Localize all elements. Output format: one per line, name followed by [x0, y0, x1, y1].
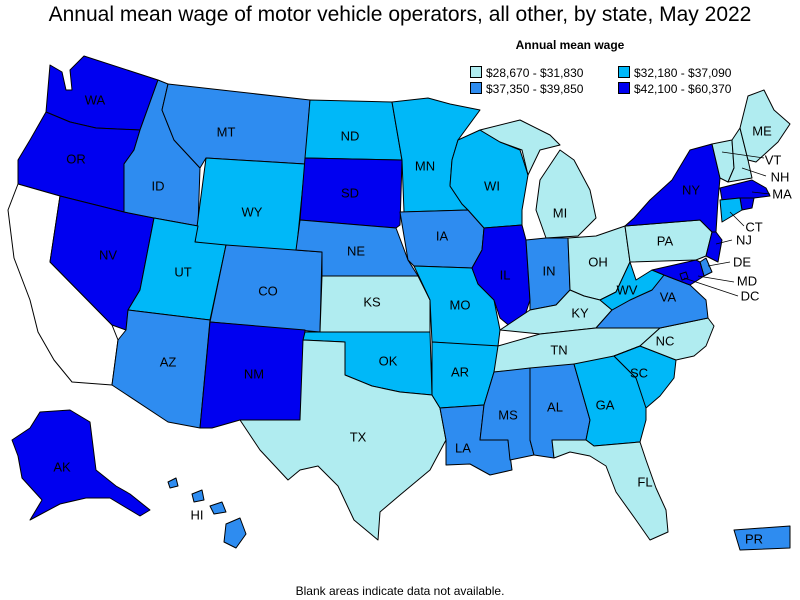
legend-item-2: $32,180 - $37,090: [618, 66, 731, 80]
label-KY: KY: [571, 305, 589, 320]
label-ID: ID: [152, 178, 165, 193]
legend-label-2: $32,180 - $37,090: [634, 66, 732, 80]
label-PR: PR: [745, 531, 763, 546]
label-MT: MT: [217, 124, 236, 139]
map-legend: Annual mean wage $28,670 - $31,830 $32,1…: [470, 38, 731, 98]
label-ND: ND: [341, 128, 360, 143]
legend-item-4: $42,100 - $60,370: [618, 82, 731, 96]
state-IL: [471, 224, 531, 329]
label-OH: OH: [588, 254, 608, 269]
label-MS: MS: [498, 407, 518, 422]
label-NY: NY: [682, 182, 700, 197]
label-FL: FL: [637, 474, 652, 489]
label-OR: OR: [66, 151, 86, 166]
label-CO: CO: [258, 283, 278, 298]
label-IA: IA: [436, 228, 449, 243]
state-TX: [239, 339, 447, 541]
state-HI: [167, 477, 247, 549]
legend-label-1: $28,670 - $31,830: [486, 66, 584, 80]
legend-title: Annual mean wage: [515, 38, 625, 52]
label-IL: IL: [500, 267, 511, 282]
leader-ct: [729, 211, 745, 227]
label-NV: NV: [99, 247, 117, 262]
label-MN: MN: [415, 158, 435, 173]
legend-swatch-3: [470, 82, 482, 94]
label-MI: MI: [553, 205, 567, 220]
label-ME: ME: [752, 123, 772, 138]
state-NJ: [705, 231, 723, 263]
label-WY: WY: [242, 204, 263, 219]
label-AL: AL: [547, 399, 563, 414]
state-MD: [651, 259, 705, 286]
label-DC: DC: [741, 288, 760, 303]
state-KS: [319, 275, 431, 333]
leader-nh: [741, 167, 767, 177]
legend-label-3: $37,350 - $39,850: [486, 82, 584, 96]
state-NC: [613, 317, 715, 361]
footnote: Blank areas indicate data not available.: [295, 584, 505, 598]
label-MO: MO: [450, 297, 471, 312]
legend-label-4: $42,100 - $60,370: [634, 82, 732, 96]
map-title: Annual mean wage of motor vehicle operat…: [48, 3, 752, 26]
label-SC: SC: [630, 365, 648, 380]
leader-de: [707, 261, 731, 267]
state-MA: [719, 179, 771, 201]
leader-md: [697, 275, 735, 283]
legend-item-1: $28,670 - $31,830: [470, 66, 583, 80]
leader-vt: [721, 151, 765, 159]
state-PR: [733, 525, 791, 551]
label-MA: MA: [772, 186, 792, 201]
state-DC: [679, 271, 689, 281]
label-MD: MD: [737, 273, 757, 288]
label-NC: NC: [656, 333, 675, 348]
legend-item-3: $37,350 - $39,850: [470, 82, 583, 96]
legend-swatch-1: [470, 66, 482, 78]
state-FL: [551, 439, 669, 541]
label-NE: NE: [347, 243, 365, 258]
label-KS: KS: [363, 294, 381, 309]
label-AR: AR: [451, 364, 469, 379]
label-PA: PA: [657, 233, 674, 248]
label-WV: WV: [617, 282, 638, 297]
state-ME: [739, 89, 791, 163]
label-VT: VT: [765, 152, 782, 167]
label-WI: WI: [484, 178, 500, 193]
label-NJ: NJ: [736, 232, 752, 247]
label-WA: WA: [85, 92, 106, 107]
leader-nj: [715, 239, 733, 245]
label-HI: HI: [191, 507, 204, 522]
label-SD: SD: [341, 185, 359, 200]
leader-ma: [751, 191, 771, 195]
label-UT: UT: [174, 264, 191, 279]
label-TN: TN: [550, 342, 567, 357]
label-LA: LA: [455, 440, 471, 455]
legend-swatch-4: [618, 82, 630, 94]
state-MI: [479, 119, 597, 239]
label-AK: AK: [53, 459, 71, 474]
label-VA: VA: [660, 289, 677, 304]
state-labels: WA OR NV ID MT WY UT AZ CO NM ND SD NE K…: [53, 92, 792, 546]
label-OK: OK: [379, 353, 398, 368]
state-CT: [719, 197, 743, 223]
state-AK: [11, 409, 151, 521]
label-NM: NM: [244, 366, 264, 381]
label-CT: CT: [745, 219, 762, 234]
leader-dc: [683, 277, 739, 297]
legend-swatch-2: [618, 66, 630, 78]
label-GA: GA: [596, 397, 615, 412]
state-SD: [299, 157, 403, 229]
label-AZ: AZ: [160, 354, 177, 369]
state-NY: [624, 143, 721, 233]
label-NH: NH: [771, 169, 790, 184]
label-TX: TX: [350, 429, 367, 444]
label-IN: IN: [543, 263, 556, 278]
label-DE: DE: [733, 254, 751, 269]
